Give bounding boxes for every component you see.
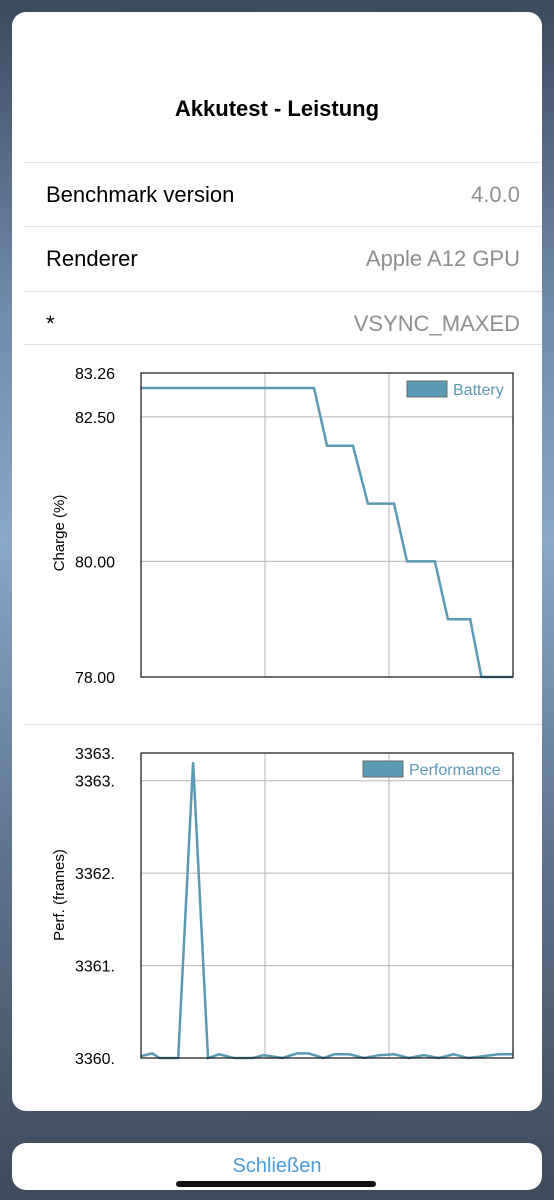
close-button[interactable]: Schließen <box>12 1143 542 1190</box>
chart-legend: Battery <box>406 380 504 399</box>
battery-series-line <box>141 386 513 679</box>
row-label: Benchmark version <box>46 181 235 207</box>
home-indicator[interactable] <box>176 1181 376 1187</box>
battery-chart-container: 83.26 82.50 80.00 78.00 Charge (%) Battery <box>24 344 542 725</box>
row-value: Apple A12 GPU <box>365 245 520 271</box>
y-tick-label: 3362. <box>75 866 115 883</box>
plot-frame <box>140 372 514 678</box>
info-row-flags: * VSYNC_MAXED <box>24 291 542 355</box>
battery-chart: 83.26 82.50 80.00 78.00 Charge (%) Battery <box>51 366 514 687</box>
y-tick-label: 3363. <box>75 774 115 791</box>
y-tick-label: 3363. <box>75 746 115 763</box>
y-tick-label: 78.00 <box>75 670 115 687</box>
row-value: 4.0.0 <box>471 181 520 207</box>
info-row-benchmark-version: Benchmark version 4.0.0 <box>24 162 542 226</box>
y-axis-label: Perf. (frames) <box>51 849 68 941</box>
performance-series-line <box>140 762 513 1060</box>
legend-swatch <box>406 380 448 398</box>
row-label: Renderer <box>46 245 138 271</box>
legend-entry: Battery <box>453 382 504 399</box>
plot-frame <box>140 752 514 1059</box>
dialog-title: Akkutest - Leistung <box>174 96 380 121</box>
row-label: * <box>46 310 55 336</box>
y-tick-label: 83.26 <box>75 366 115 383</box>
legend-entry: Performance <box>409 762 501 779</box>
benchmark-dialog: Akkutest - Leistung Benchmark version 4.… <box>12 12 542 1111</box>
performance-chart-container: 3363. 3363. 3362. 3361. 3360. Perf. (frames)… <box>24 724 542 1075</box>
y-tick-label: 80.00 <box>75 554 115 571</box>
y-tick-label: 82.50 <box>75 410 115 427</box>
chart-legend: Performance <box>362 760 501 779</box>
performance-chart: 3363. 3363. 3362. 3361. 3360. Perf. (frames)… <box>51 746 514 1068</box>
y-axis-label: Charge (%) <box>51 495 68 572</box>
legend-swatch <box>362 760 404 778</box>
row-value: VSYNC_MAXED <box>353 310 520 336</box>
info-row-renderer: Renderer Apple A12 GPU <box>24 226 542 290</box>
y-tick-label: 3360. <box>75 1051 115 1068</box>
y-tick-label: 3361. <box>75 959 115 976</box>
